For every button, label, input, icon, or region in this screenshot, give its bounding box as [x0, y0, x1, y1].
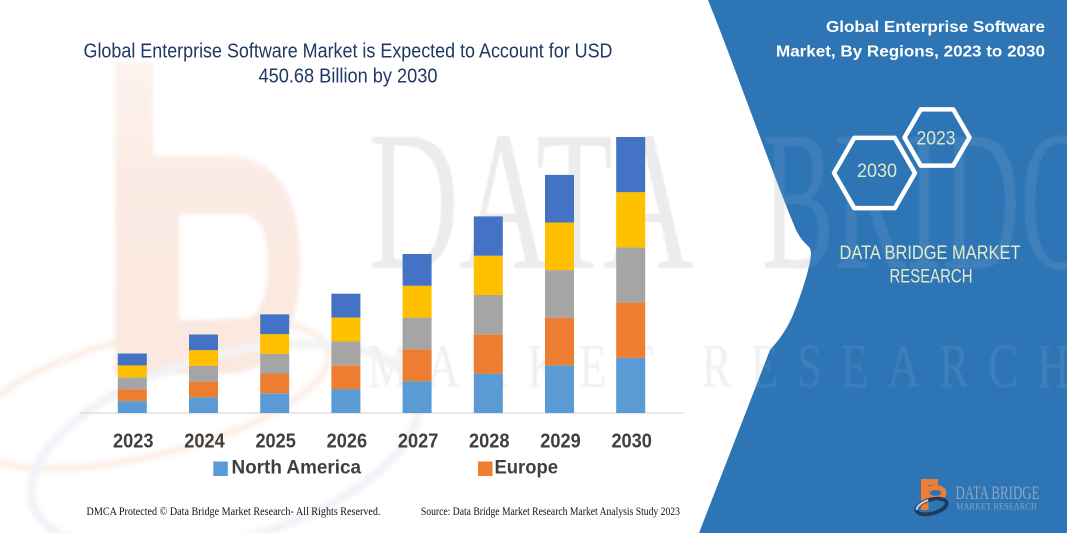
svg-text:2023: 2023	[113, 431, 154, 453]
svg-text:DATA BRIDGE MARKET: DATA BRIDGE MARKET	[840, 243, 1021, 264]
svg-text:450.68 Billion by 2030: 450.68 Billion by 2030	[259, 66, 438, 88]
svg-text:BRIDGE: BRIDGE	[762, 90, 1067, 311]
svg-text:MARKET RESEARCH: MARKET RESEARCH	[956, 502, 1037, 512]
svg-text:2030: 2030	[611, 431, 652, 453]
svg-text:RESEARCH: RESEARCH	[890, 267, 973, 288]
svg-text:North America: North America	[232, 458, 362, 479]
svg-text:2023: 2023	[917, 129, 956, 150]
svg-text:DMCA Protected © Data Bridge M: DMCA Protected © Data Bridge Market Rese…	[87, 504, 381, 518]
svg-text:Source: Data Bridge Market Res: Source: Data Bridge Market Research Mark…	[421, 504, 680, 518]
svg-text:Global Enterprise Software Mar: Global Enterprise Software Market is Exp…	[84, 41, 613, 63]
svg-text:Global Enterprise Software: Global Enterprise Software	[826, 19, 1045, 36]
svg-text:DATA BRIDGE: DATA BRIDGE	[956, 483, 1040, 504]
svg-text:2029: 2029	[540, 431, 581, 453]
svg-text:2026: 2026	[327, 431, 368, 453]
svg-text:2025: 2025	[255, 431, 296, 453]
svg-text:2030: 2030	[857, 161, 897, 182]
svg-text:2028: 2028	[469, 431, 510, 453]
svg-text:Market, By Regions, 2023 to 20: Market, By Regions, 2023 to 2030	[776, 43, 1045, 60]
svg-text:2024: 2024	[184, 431, 225, 453]
svg-text:Europe: Europe	[495, 458, 559, 479]
svg-text:2027: 2027	[398, 431, 439, 453]
